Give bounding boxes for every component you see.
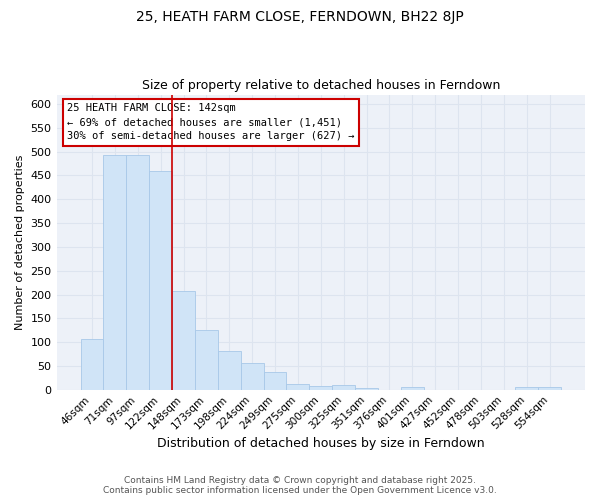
Bar bbox=[103, 155, 127, 390]
Bar bbox=[355, 388, 378, 390]
Text: 25 HEATH FARM CLOSE: 142sqm
← 69% of detached houses are smaller (1,451)
30% of : 25 HEATH FARM CLOSE: 142sqm ← 69% of det… bbox=[67, 104, 355, 142]
Bar bbox=[241, 362, 263, 390]
Bar bbox=[332, 385, 355, 390]
Bar bbox=[172, 291, 195, 390]
Bar bbox=[401, 388, 424, 390]
Text: Contains HM Land Registry data © Crown copyright and database right 2025.
Contai: Contains HM Land Registry data © Crown c… bbox=[103, 476, 497, 495]
Bar bbox=[195, 330, 218, 390]
Bar bbox=[263, 372, 286, 390]
Y-axis label: Number of detached properties: Number of detached properties bbox=[15, 154, 25, 330]
Bar bbox=[538, 388, 561, 390]
Bar bbox=[149, 170, 172, 390]
Text: 25, HEATH FARM CLOSE, FERNDOWN, BH22 8JP: 25, HEATH FARM CLOSE, FERNDOWN, BH22 8JP bbox=[136, 10, 464, 24]
Bar bbox=[218, 350, 241, 390]
Title: Size of property relative to detached houses in Ferndown: Size of property relative to detached ho… bbox=[142, 79, 500, 92]
Bar bbox=[127, 155, 149, 390]
Bar bbox=[515, 388, 538, 390]
Bar bbox=[80, 339, 103, 390]
X-axis label: Distribution of detached houses by size in Ferndown: Distribution of detached houses by size … bbox=[157, 437, 485, 450]
Bar bbox=[286, 384, 310, 390]
Bar bbox=[310, 386, 332, 390]
